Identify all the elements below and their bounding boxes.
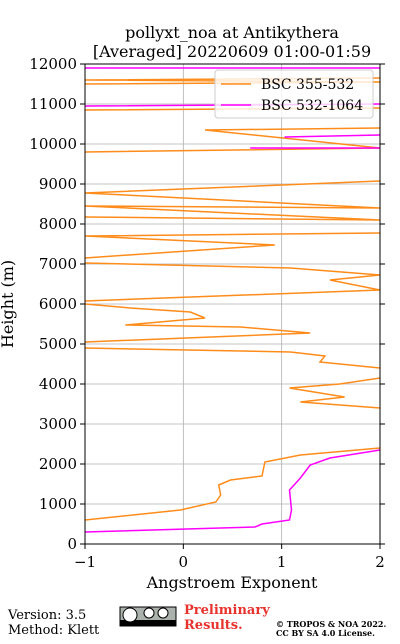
cc-badge [119,606,177,627]
y-tick-label: 1000 [39,495,77,513]
plot-area: 0 1000 2000 3000 4000 5000 6000 7000 8000 9000 100… [29,55,385,571]
results: Results. [184,618,243,633]
preliminary: Preliminary [184,603,270,618]
y-tick-label: 0 [67,535,77,553]
x-tick-label: 0 [179,553,189,571]
y-tick-label: 3000 [39,415,77,433]
y-tick-label: 12000 [29,55,77,73]
profile-line [85,67,380,533]
x-tick-label: −1 [74,553,96,571]
chart-subtitle: [Averaged] 20220609 01:00-01:59 [93,42,371,61]
series-group [85,67,380,533]
x-tick-label: 1 [277,553,287,571]
copyright: © TROPOS & NOA 2022. [276,619,386,629]
legend-label: BSC 355-532 [261,77,354,93]
license: CC BY SA 4.0 License. [276,628,375,638]
axes-frame [84,63,381,545]
y-tick-label: 4000 [39,375,77,393]
chart-title: pollyxt_noa at Antikythera [125,23,339,42]
y-tick-label: 7000 [39,255,77,273]
y-tick-label: 2000 [39,455,77,473]
y-tick-label: 8000 [39,215,77,233]
y-tick-label: 10000 [29,135,77,153]
y-tick-label: 5000 [39,335,77,353]
y-tick-label: 9000 [39,175,77,193]
y-tick-label: 11000 [29,95,77,113]
x-tick-label: 2 [375,553,385,571]
y-axis-label: Height (m) [0,260,17,348]
legend-label: BSC 532-1064 [261,98,363,114]
method: Method: Klett [8,623,100,638]
y-tick-label: 6000 [39,295,77,313]
version: Version: 3.5 [7,608,86,623]
legend-box [214,69,374,119]
x-axis-label: Angstroem Exponent [146,573,318,592]
